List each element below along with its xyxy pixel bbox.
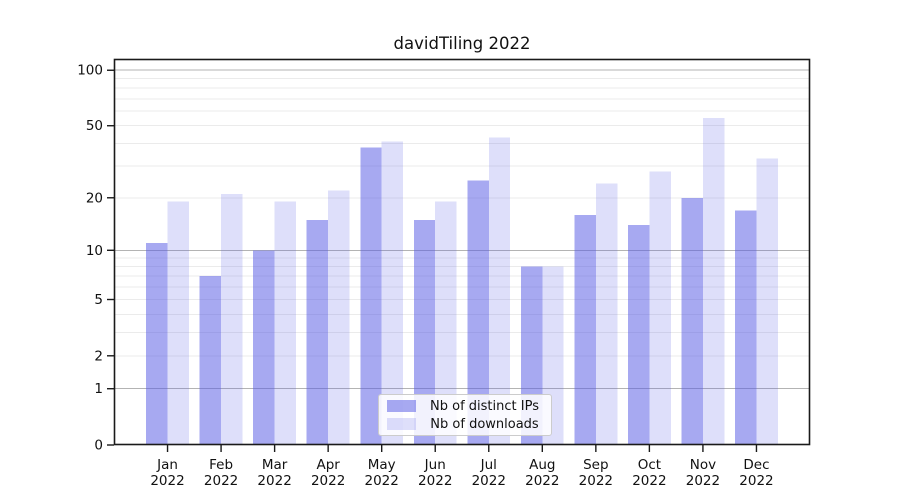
x-axis-label-year-jan: 2022 (150, 473, 184, 489)
bar-apr-downloads (328, 190, 350, 445)
bar-nov-ips (681, 197, 703, 445)
bar-mar-downloads (274, 201, 297, 445)
bar-jul-downloads (488, 137, 511, 446)
x-axis-label-month-may: May (368, 457, 396, 473)
x-axis-label-year-dec: 2022 (739, 473, 773, 489)
bar-jun-ips (413, 219, 436, 445)
legend-item-ips: Nb of distinct IPs (386, 399, 544, 414)
x-axis-label-month-jan: Jan (156, 457, 178, 473)
y-axis-label-20: 20 (86, 190, 103, 206)
bar-mar-ips (253, 250, 275, 445)
bar-may-ips (360, 147, 382, 445)
y-axis-label-100: 100 (77, 63, 103, 79)
x-axis-label-month-sep: Sep (583, 457, 608, 473)
bar-jun-downloads (435, 201, 457, 445)
bar-jul-ips (467, 180, 489, 445)
bar-oct-ips (627, 225, 650, 445)
plot-frame (113, 58, 811, 446)
bar-sep-downloads (595, 183, 618, 446)
x-axis-label-year-jun: 2022 (418, 473, 452, 489)
x-axis-label-month-nov: Nov (690, 457, 716, 473)
x-axis-label-year-aug: 2022 (525, 473, 559, 489)
bar-feb-ips (199, 276, 222, 445)
y-axis-label-50: 50 (86, 118, 103, 134)
y-axis-label-2: 2 (94, 348, 103, 364)
y-axis-label-5: 5 (94, 292, 103, 308)
bar-may-downloads (381, 141, 404, 445)
x-axis-label-year-sep: 2022 (579, 473, 613, 489)
bar-feb-downloads (221, 194, 243, 445)
legend-item-downloads: Nb of downloads (386, 417, 544, 432)
x-axis-label-month-apr: Apr (316, 457, 340, 473)
x-axis-label-year-apr: 2022 (311, 473, 345, 489)
bar-dec-downloads (756, 158, 778, 445)
legend-swatch-ips (387, 400, 416, 412)
bar-jan-ips (146, 243, 168, 445)
bar-apr-ips (306, 219, 329, 445)
bar-oct-downloads (649, 171, 671, 445)
bar-dec-ips (735, 210, 757, 445)
chart-title: davidTiling 2022 (393, 34, 531, 53)
legend-label-downloads: Nb of downloads (430, 416, 539, 432)
y-axis-label-10: 10 (86, 243, 103, 259)
x-axis-label-month-jul: Jul (480, 457, 497, 473)
bar-sep-ips (574, 214, 596, 445)
x-axis-label-month-aug: Aug (529, 457, 555, 473)
x-axis-label-month-oct: Oct (638, 457, 661, 473)
x-axis-label-month-feb: Feb (209, 457, 233, 473)
x-axis-label-year-jul: 2022 (472, 473, 506, 489)
legend-label-ips: Nb of distinct IPs (430, 398, 539, 414)
y-axis-label-0: 0 (94, 438, 103, 454)
bar-jan-downloads (167, 201, 189, 445)
x-axis-label-year-oct: 2022 (632, 473, 666, 489)
x-axis-label-month-mar: Mar (262, 457, 288, 473)
x-axis-label-year-feb: 2022 (204, 473, 238, 489)
legend: Nb of distinct IPs Nb of downloads (378, 394, 552, 436)
x-axis-label-month-jun: Jun (424, 457, 446, 473)
legend-swatch-downloads (387, 418, 416, 430)
y-axis-label-1: 1 (94, 381, 103, 397)
x-axis-label-year-mar: 2022 (257, 473, 291, 489)
x-axis-label-year-nov: 2022 (686, 473, 720, 489)
bar-nov-downloads (702, 118, 725, 445)
x-axis-label-month-dec: Dec (743, 457, 769, 473)
x-axis-label-year-may: 2022 (365, 473, 399, 489)
